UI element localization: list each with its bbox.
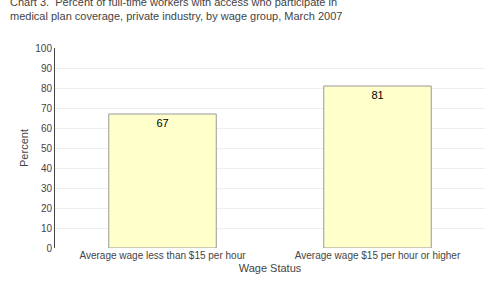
svg-text:90: 90: [41, 63, 53, 74]
svg-text:Wage Status: Wage Status: [239, 262, 302, 274]
svg-text:30: 30: [41, 183, 53, 194]
svg-text:67: 67: [156, 117, 168, 129]
svg-text:100: 100: [35, 43, 52, 54]
svg-text:10: 10: [41, 223, 53, 234]
svg-text:40: 40: [41, 163, 53, 174]
svg-text:20: 20: [41, 203, 53, 214]
svg-text:Percent: Percent: [18, 129, 30, 167]
svg-text:Average wage $15 per hour or h: Average wage $15 per hour or higher: [295, 250, 461, 261]
svg-text:50: 50: [41, 143, 53, 154]
svg-text:70: 70: [41, 103, 53, 114]
svg-text:60: 60: [41, 123, 53, 134]
svg-text:80: 80: [41, 83, 53, 94]
svg-text:Average wage less than $15 per: Average wage less than $15 per hour: [79, 250, 246, 261]
svg-text:0: 0: [46, 243, 52, 254]
svg-text:Chart 3. Percent of full-time: Chart 3. Percent of full-time workers wi…: [10, 0, 342, 22]
svg-text:81: 81: [371, 89, 383, 101]
